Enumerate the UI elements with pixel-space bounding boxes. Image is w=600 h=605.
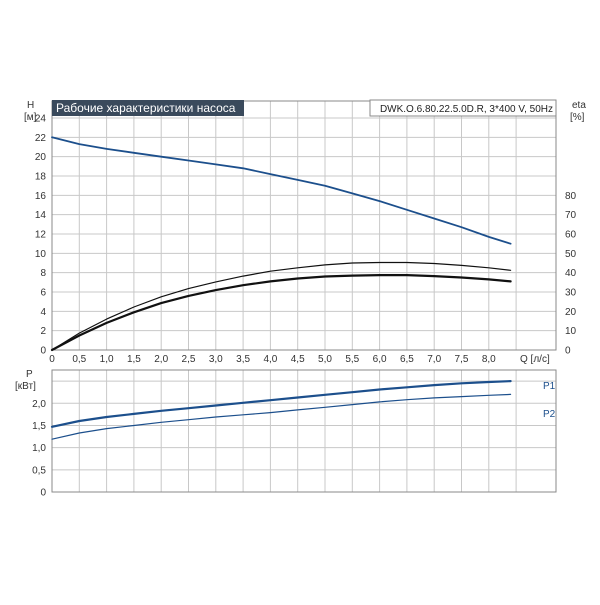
h-tick-label: 22 bbox=[35, 133, 47, 144]
q-tick-label: 3,0 bbox=[209, 354, 223, 365]
q-tick-label: 2,5 bbox=[182, 354, 196, 365]
q-tick-label: 5,0 bbox=[318, 354, 332, 365]
power-series bbox=[50, 380, 512, 440]
legend-p1: P1 bbox=[543, 381, 556, 392]
y-axis-label-p: P bbox=[26, 369, 33, 380]
h-tick-label: 18 bbox=[35, 172, 47, 183]
q-tick-label: 3,5 bbox=[236, 354, 250, 365]
q-tick-label: 6,5 bbox=[400, 354, 414, 365]
q-tick-labels: 0 0,5 1,0 1,5 2,0 2,5 3,0 3,5 4,0 4,5 5,0 5,5 6,0 6,5… bbox=[49, 354, 496, 365]
eta-tick-label: 80 bbox=[565, 191, 577, 202]
p-tick-label: 0,5 bbox=[32, 465, 46, 476]
y2-axis-label-eta: eta bbox=[572, 100, 586, 111]
power-curve-p1 bbox=[50, 380, 512, 428]
h-tick-label: 16 bbox=[35, 191, 47, 202]
p-tick-label: 1,5 bbox=[32, 421, 46, 432]
y-axis-unit-p: [кВт] bbox=[15, 381, 36, 392]
q-tick-label: 7,0 bbox=[427, 354, 441, 365]
eta-tick-label: 30 bbox=[565, 288, 577, 299]
y-axis-label-h: H bbox=[27, 100, 34, 111]
p-tick-labels: 0 0,5 1,0 1,5 2,0 bbox=[32, 399, 46, 499]
title-banner bbox=[52, 100, 244, 116]
model-label-box bbox=[369, 99, 557, 117]
chart-title: Рабочие характеристики насоса bbox=[56, 101, 236, 115]
h-tick-label: 14 bbox=[35, 210, 47, 221]
eta-tick-label: 0 bbox=[565, 346, 571, 357]
head-efficiency-series bbox=[50, 136, 512, 352]
h-tick-label: 12 bbox=[35, 230, 47, 241]
h-tick-label: 24 bbox=[35, 114, 47, 125]
eta-tick-label: 10 bbox=[565, 326, 577, 337]
bottom-gridlines bbox=[51, 370, 556, 493]
q-tick-label: 5,5 bbox=[345, 354, 359, 365]
q-tick-label: 0 bbox=[49, 354, 55, 365]
eta-tick-label: 50 bbox=[565, 249, 577, 260]
x-axis-label-q: Q [л/с] bbox=[520, 354, 550, 365]
bottom-plot-frame bbox=[51, 369, 557, 493]
h-tick-label: 4 bbox=[40, 307, 46, 318]
eta-tick-label: 60 bbox=[565, 230, 577, 241]
h-tick-label: 8 bbox=[40, 268, 46, 279]
efficiency-curve-upper bbox=[51, 261, 512, 351]
head-efficiency-panel: Рабочие характеристики насоса DWK.O.6.80… bbox=[24, 99, 586, 365]
q-tick-label: 2,0 bbox=[154, 354, 168, 365]
q-tick-label: 4,0 bbox=[263, 354, 277, 365]
efficiency-curve-lower bbox=[50, 274, 512, 352]
p-tick-label: 2,0 bbox=[32, 399, 46, 410]
h-tick-label: 6 bbox=[40, 288, 46, 299]
h-tick-label: 2 bbox=[40, 326, 46, 337]
power-legend: P1 P2 bbox=[543, 381, 556, 420]
eta-tick-label: 70 bbox=[565, 210, 577, 221]
eta-tick-label: 20 bbox=[565, 307, 577, 318]
eta-tick-label: 40 bbox=[565, 268, 577, 279]
p-tick-label: 0 bbox=[40, 488, 46, 499]
q-tick-label: 4,5 bbox=[291, 354, 305, 365]
q-tick-label: 8,0 bbox=[482, 354, 496, 365]
h-tick-label: 20 bbox=[35, 152, 47, 163]
q-tick-label: 1,5 bbox=[127, 354, 141, 365]
top-plot-frame bbox=[51, 100, 557, 351]
power-panel: P [кВт] 0 0,5 1,0 1,5 2,0 P1 P2 bbox=[15, 369, 557, 499]
power-curve-p2 bbox=[51, 393, 512, 440]
q-tick-label: 6,0 bbox=[373, 354, 387, 365]
p-tick-label: 1,0 bbox=[32, 443, 46, 454]
eta-tick-labels: 0 10 20 30 40 50 60 70 80 bbox=[565, 191, 577, 357]
h-tick-label: 0 bbox=[40, 346, 46, 357]
model-label: DWK.O.6.80.22.5.0D.R, 3*400 V, 50Hz bbox=[380, 104, 553, 115]
legend-p2: P2 bbox=[543, 409, 556, 420]
h-tick-label: 10 bbox=[35, 249, 47, 260]
y2-axis-unit-eta: [%] bbox=[570, 112, 585, 123]
q-tick-label: 0,5 bbox=[72, 354, 86, 365]
y-axis-unit-h: [м] bbox=[24, 112, 37, 123]
top-gridlines bbox=[51, 101, 556, 351]
q-tick-label: 1,0 bbox=[100, 354, 114, 365]
head-curve bbox=[51, 136, 512, 245]
q-tick-label: 7,5 bbox=[455, 354, 469, 365]
